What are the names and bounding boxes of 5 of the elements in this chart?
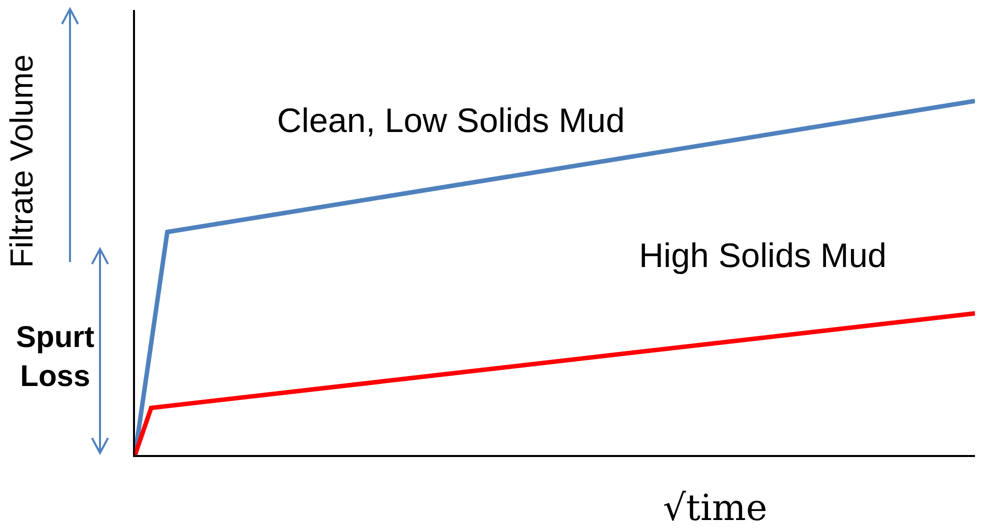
y-axis-title: Filtrate Volume bbox=[3, 54, 40, 268]
series-label: High Solids Mud bbox=[639, 237, 887, 275]
x-axis-title: √time bbox=[663, 488, 768, 528]
series-label: Clean, Low Solids Mud bbox=[277, 102, 625, 140]
text: Spurt Loss bbox=[16, 321, 94, 393]
